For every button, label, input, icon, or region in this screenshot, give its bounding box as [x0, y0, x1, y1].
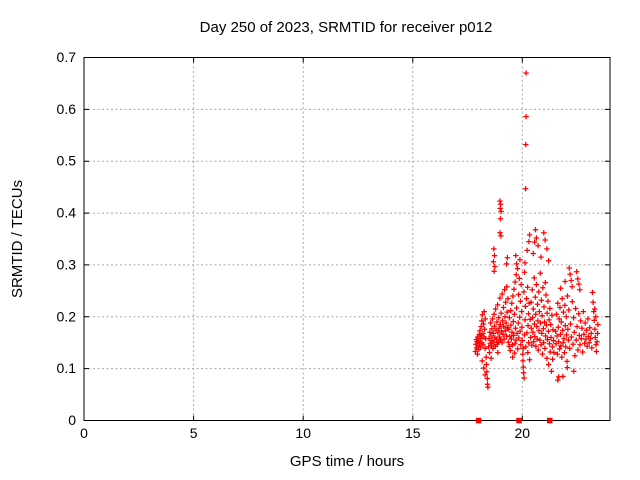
- y-tick-label: 0.3: [57, 256, 77, 272]
- x-tick-label: 10: [295, 425, 311, 441]
- zero-flag-marker: [516, 417, 522, 424]
- scatter-points-srmtid: [472, 70, 601, 390]
- x-tick-label: 15: [405, 425, 421, 441]
- y-tick-label: 0.7: [57, 49, 77, 65]
- x-axis-label: GPS time / hours: [290, 453, 404, 470]
- zero-flag-marker: [475, 417, 482, 424]
- x-tick-label: 0: [80, 425, 88, 441]
- y-tick-label: 0.6: [57, 101, 77, 117]
- x-tick-label: 5: [190, 425, 198, 441]
- axis-ticks: [83, 57, 610, 421]
- y-tick-label: 0.1: [57, 360, 77, 376]
- y-tick-label: 0.5: [57, 153, 77, 169]
- x-tick-label: 20: [515, 425, 531, 441]
- gridlines: [84, 57, 610, 421]
- plot-border: [83, 57, 611, 421]
- zero-flag-marker: [547, 417, 553, 424]
- plot-area: 0 5 10 15 20 0 0.1 0.2 0.3 0.4 0.5 0.6 0.7: [57, 49, 611, 441]
- chart-title: Day 250 of 2023, SRMTID for receiver p01…: [200, 19, 493, 36]
- y-tick-label: 0.2: [57, 308, 77, 324]
- y-tick-label: 0.4: [57, 205, 77, 221]
- y-tick-label: 0: [68, 412, 76, 428]
- y-axis-label: SRMTID / TECUs: [9, 180, 26, 298]
